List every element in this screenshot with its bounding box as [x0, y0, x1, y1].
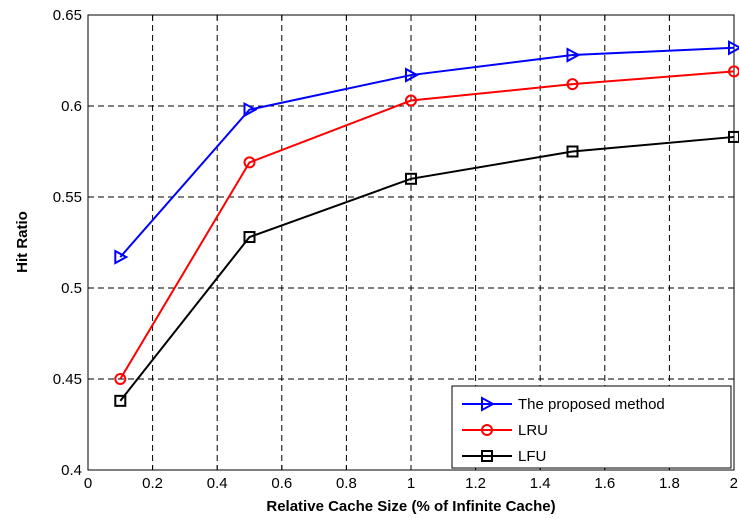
grid-lines	[88, 15, 734, 470]
triangle-marker	[566, 47, 581, 63]
x-tick-label: 2	[730, 475, 738, 492]
square-marker	[405, 172, 417, 185]
x-tick-label: 1	[407, 475, 415, 492]
square-marker	[728, 130, 739, 143]
x-tick-label: 0.6	[271, 475, 292, 492]
circle-marker	[481, 424, 493, 436]
series-line	[119, 70, 735, 380]
axis-ticks: 0 0.2 0.4 0.6 0.8 1 1.2 1.4 1.6 1.8 2 0.4 0.45 0.5 0.5…	[53, 7, 738, 492]
circle-marker	[114, 373, 127, 385]
square-marker	[481, 450, 493, 462]
series-line	[119, 46, 735, 258]
circle-marker	[405, 94, 417, 107]
y-axis-label: Hit Ratio	[14, 211, 31, 273]
triangle-marker	[405, 67, 420, 83]
legend-item: LFU	[462, 448, 546, 465]
x-tick-label: 1.4	[530, 475, 551, 492]
circle-marker	[566, 78, 579, 91]
series-lru	[114, 65, 739, 385]
legend-label: The proposed method	[518, 396, 665, 413]
legend: The proposed method LRU LFU	[451, 385, 732, 469]
triangle-marker	[728, 40, 739, 56]
triangle-marker	[114, 249, 129, 265]
x-tick-label: 0.8	[336, 475, 357, 492]
y-tick-label: 0.65	[53, 7, 82, 24]
triangle-marker	[243, 101, 258, 118]
x-axis-label: Relative Cache Size (% of Infinite Cache…	[266, 498, 555, 515]
y-tick-label: 0.6	[61, 98, 82, 115]
legend-label: LFU	[518, 448, 546, 465]
series-group	[114, 40, 739, 407]
legend-label: LRU	[518, 422, 548, 439]
square-marker	[114, 394, 127, 407]
x-tick-label: 0.4	[207, 475, 228, 492]
x-tick-label: 1.2	[465, 475, 486, 492]
series-line	[119, 135, 735, 402]
y-tick-label: 0.4	[61, 462, 82, 479]
x-tick-label: 1.6	[594, 475, 615, 492]
legend-box	[451, 385, 732, 469]
x-tick-label: 0.2	[142, 475, 163, 492]
y-tick-label: 0.45	[53, 371, 82, 388]
x-tick-label: 1.8	[659, 475, 680, 492]
series-lfu	[114, 130, 739, 407]
square-marker	[243, 231, 256, 244]
x-tick-label: 0	[84, 475, 92, 492]
y-tick-label: 0.5	[61, 280, 82, 297]
legend-item: The proposed method	[462, 396, 665, 413]
circle-marker	[243, 156, 256, 169]
legend-item: LRU	[462, 422, 548, 439]
triangle-marker	[481, 396, 496, 412]
circle-marker	[728, 65, 739, 78]
square-marker	[566, 145, 579, 158]
series-the-proposed-method	[114, 40, 739, 265]
y-tick-label: 0.55	[53, 189, 82, 206]
